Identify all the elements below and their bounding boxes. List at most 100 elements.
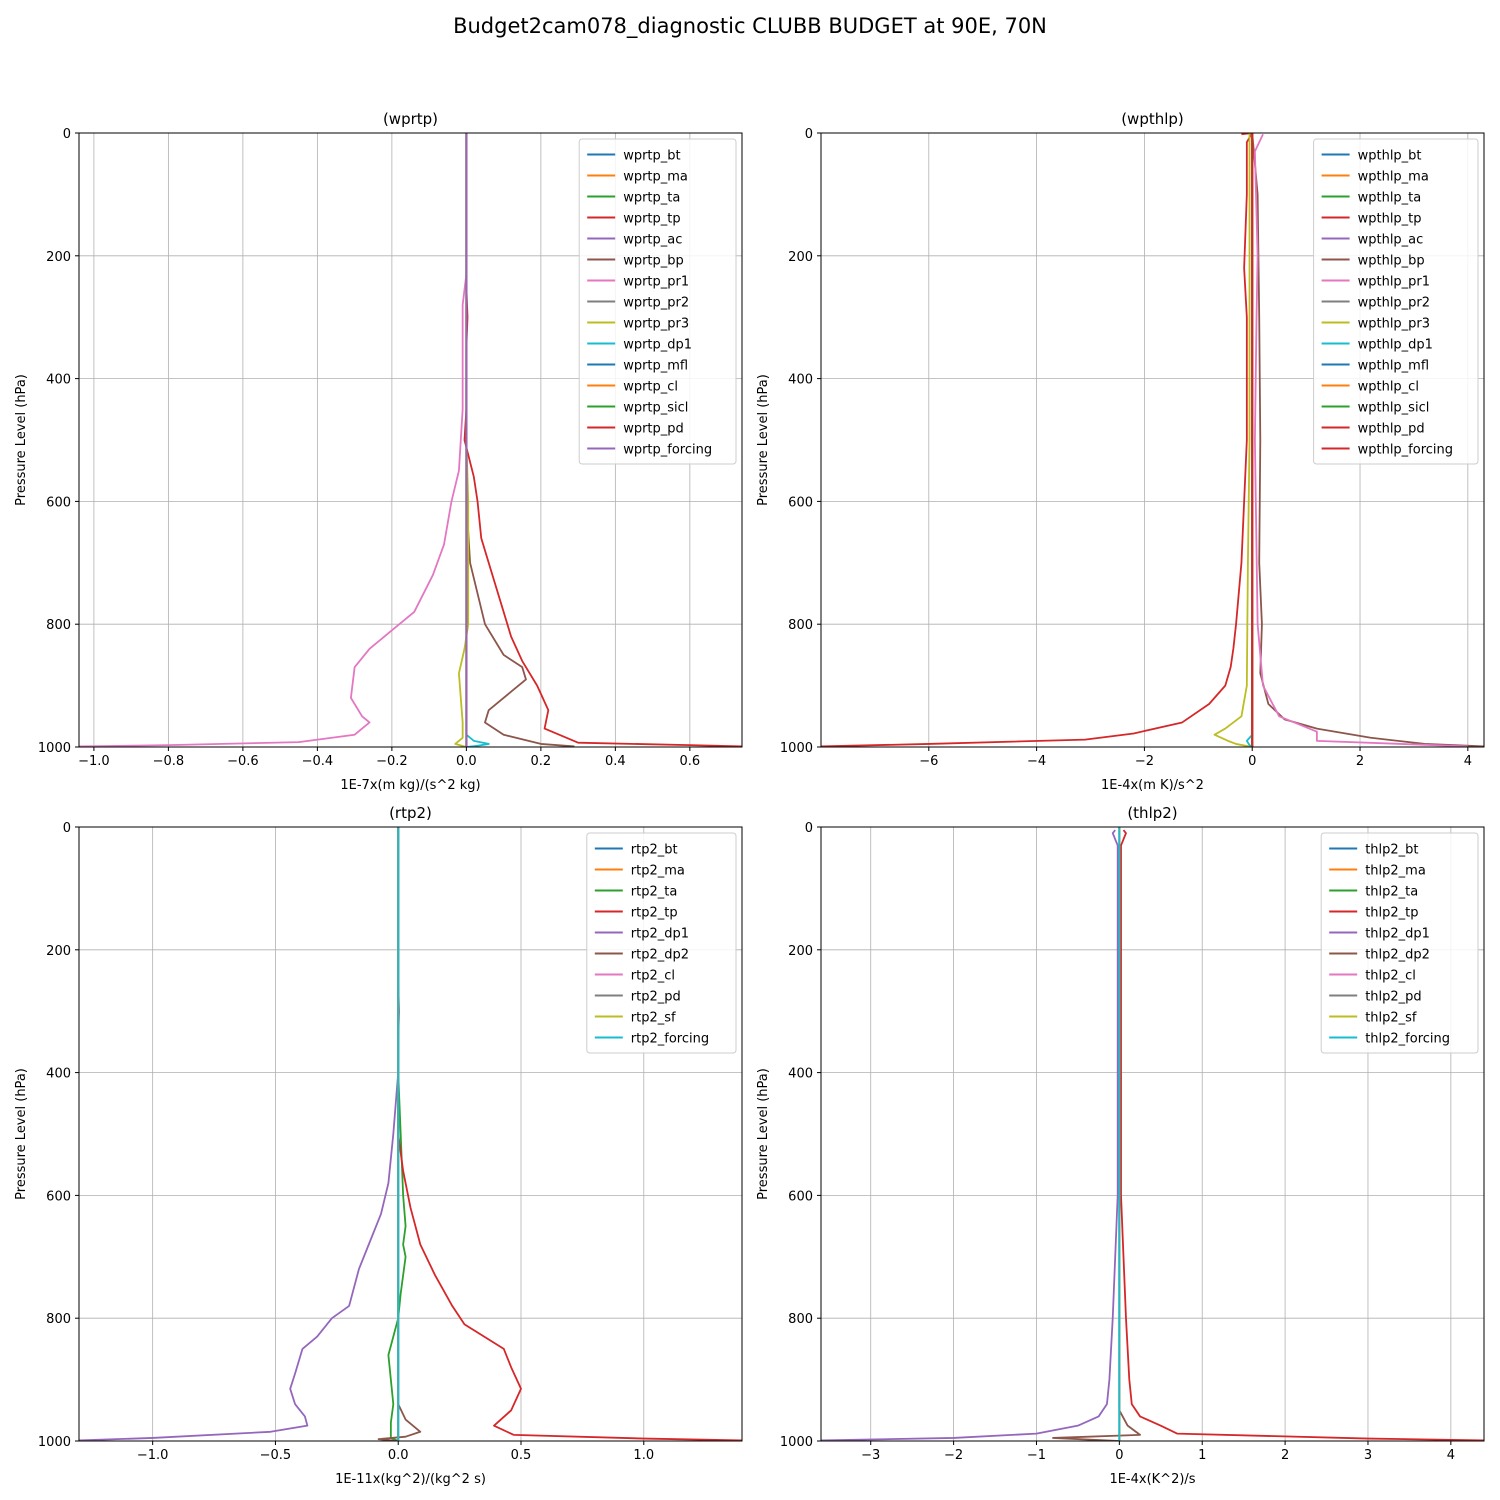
x-tick-label: 0: [1248, 754, 1256, 769]
series-line-wpthlp_pr3: [1213, 133, 1253, 747]
y-tick-label: 800: [788, 618, 813, 633]
series-group: [79, 827, 742, 1441]
chart-title: (wpthlp): [1121, 110, 1184, 128]
x-axis-label: 1E-11x(kg^2)/(kg^2 s): [335, 1472, 486, 1487]
legend-label: rtp2_dp2: [631, 948, 689, 963]
series-line-thlp2_tp: [1120, 829, 1484, 1441]
x-tick-label: −2: [944, 1448, 963, 1463]
series-line-wprtp_pr1: [79, 133, 468, 747]
legend-label: rtp2_ta: [631, 885, 678, 900]
figure-title: Budget2cam078_diagnostic CLUBB BUDGET at…: [453, 14, 1047, 38]
legend-label: wprtp_tp: [623, 212, 680, 227]
y-tick-label: 1000: [780, 1435, 813, 1450]
y-tick-label: 0: [63, 821, 71, 836]
legend-label: wprtp_pr3: [623, 317, 689, 332]
legend-box: [1320, 832, 1479, 1054]
y-tick-label: 400: [788, 1067, 813, 1082]
legend-label: rtp2_sf: [631, 1011, 676, 1026]
legend-label: wpthlp_ta: [1358, 191, 1422, 206]
x-axis-label: 1E-7x(m kg)/(s^2 kg): [340, 778, 480, 793]
y-tick-label: 200: [46, 944, 71, 959]
axes-frame: [820, 132, 1485, 748]
x-tick-label: −1.0: [137, 1448, 169, 1463]
x-tick-label: −2: [1135, 754, 1154, 769]
y-tick-label: 1000: [38, 1435, 71, 1450]
legend-label: thlp2_cl: [1365, 969, 1416, 984]
y-tick-label: 600: [46, 1189, 71, 1204]
legend-label: wprtp_ma: [623, 170, 688, 185]
axes-frame: [78, 826, 743, 1442]
legend-label: wpthlp_sicl: [1358, 401, 1430, 416]
y-tick-label: 400: [788, 373, 813, 388]
legend-label: wprtp_pr1: [623, 275, 689, 290]
legend-label: wprtp_bt: [623, 149, 680, 164]
x-tick-label: −6: [919, 754, 938, 769]
x-tick-label: 0.5: [511, 1448, 532, 1463]
series-line-rtp2_dp2: [377, 827, 422, 1441]
legend-label: rtp2_tp: [631, 906, 678, 921]
chart-panel-1: −6 −4 −2 0 2 4 0 200 400 600 800 1000 (wpthlp) 1E-4x(…: [756, 110, 1485, 793]
series-group: [821, 133, 1484, 747]
legend-label: wpthlp_ma: [1358, 170, 1429, 185]
legend-label: thlp2_pd: [1365, 990, 1421, 1005]
y-tick-label: 200: [788, 944, 813, 959]
legend-label: wpthlp_pr3: [1358, 317, 1430, 332]
legend-label: wprtp_mfl: [623, 359, 688, 374]
legend-label: rtp2_bt: [631, 843, 678, 858]
chart-title: (thlp2): [1127, 804, 1177, 822]
legend-label: wprtp_dp1: [623, 338, 692, 353]
legend-label: wpthlp_bp: [1358, 254, 1425, 269]
legend-label: wpthlp_dp1: [1358, 338, 1433, 353]
y-tick-label: 600: [46, 495, 71, 510]
x-tick-label: 3: [1364, 1448, 1372, 1463]
x-tick-label: −1: [1027, 1448, 1046, 1463]
series-line-wpthlp_pr1: [1254, 133, 1468, 747]
legend-label: wprtp_ta: [623, 191, 680, 206]
legend-label: thlp2_tp: [1365, 906, 1418, 921]
y-tick-label: 600: [788, 495, 813, 510]
y-axis-label: Pressure Level (hPa): [14, 374, 29, 506]
series-line-wprtp_dp1: [465, 133, 490, 747]
y-tick-label: 400: [46, 373, 71, 388]
x-tick-label: 2: [1281, 1448, 1289, 1463]
legend-label: thlp2_forcing: [1365, 1032, 1450, 1047]
x-tick-label: −4: [1027, 754, 1046, 769]
y-axis-label: Pressure Level (hPa): [14, 1068, 29, 1200]
chart-panel-0: −1.0 −0.8 −0.6 −0.4 −0.2 0.0 0.2 0.4 0.6 0 200 400 6…: [14, 110, 743, 793]
x-tick-label: 0.0: [388, 1448, 409, 1463]
legend-label: wpthlp_forcing: [1358, 443, 1453, 458]
legend-label: rtp2_pd: [631, 990, 681, 1005]
x-tick-label: 0.2: [531, 754, 552, 769]
x-tick-label: 0.4: [605, 754, 626, 769]
x-tick-label: 4: [1447, 1448, 1455, 1463]
y-tick-label: 200: [788, 250, 813, 265]
legend-label: wpthlp_tp: [1358, 212, 1422, 227]
x-tick-label: −0.8: [153, 754, 185, 769]
series-line-wpthlp_bp: [1251, 133, 1484, 747]
series-line-thlp2_dp1: [821, 829, 1119, 1441]
x-axis-label: 1E-4x(m K)/s^2: [1101, 778, 1204, 793]
y-tick-label: 800: [46, 618, 71, 633]
legend-label: wpthlp_pd: [1358, 422, 1425, 437]
y-tick-label: 800: [46, 1312, 71, 1327]
legend-label: wprtp_cl: [623, 380, 678, 395]
legend-label: rtp2_forcing: [631, 1032, 709, 1047]
x-tick-label: 0: [1115, 1448, 1123, 1463]
legend-label: thlp2_dp2: [1365, 948, 1430, 963]
legend-label: wprtp_bp: [623, 254, 684, 269]
y-axis-label: Pressure Level (hPa): [756, 374, 771, 506]
y-tick-label: 0: [805, 127, 813, 142]
legend-label: wprtp_pd: [623, 422, 684, 437]
series-line-wprtp_pr3: [454, 133, 470, 747]
axes-frame: [820, 826, 1485, 1442]
series-line-wprtp_bp: [465, 133, 575, 747]
x-tick-label: 0.0: [456, 754, 477, 769]
legend: wprtp_bt wprtp_ma wprtp_ta wprtp_tp wprtp_ac…: [578, 138, 737, 465]
x-tick-label: −1.0: [78, 754, 110, 769]
legend-label: rtp2_cl: [631, 969, 675, 984]
x-tick-label: 0.6: [680, 754, 701, 769]
x-tick-label: −0.4: [302, 754, 334, 769]
x-tick-label: −0.2: [376, 754, 408, 769]
y-tick-label: 1000: [38, 741, 71, 756]
